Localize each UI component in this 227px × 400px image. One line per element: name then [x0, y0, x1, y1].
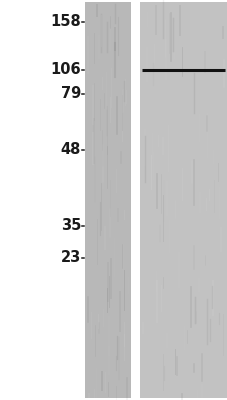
Text: 79: 79 [60, 86, 81, 102]
Text: 23: 23 [60, 250, 81, 266]
Text: 106: 106 [50, 62, 81, 78]
Text: 158: 158 [50, 14, 81, 30]
Bar [140, 2, 226, 398]
Bar [131, 2, 140, 398]
Text: 35: 35 [60, 218, 81, 234]
Text: 48: 48 [60, 142, 81, 158]
Bar [85, 2, 131, 398]
